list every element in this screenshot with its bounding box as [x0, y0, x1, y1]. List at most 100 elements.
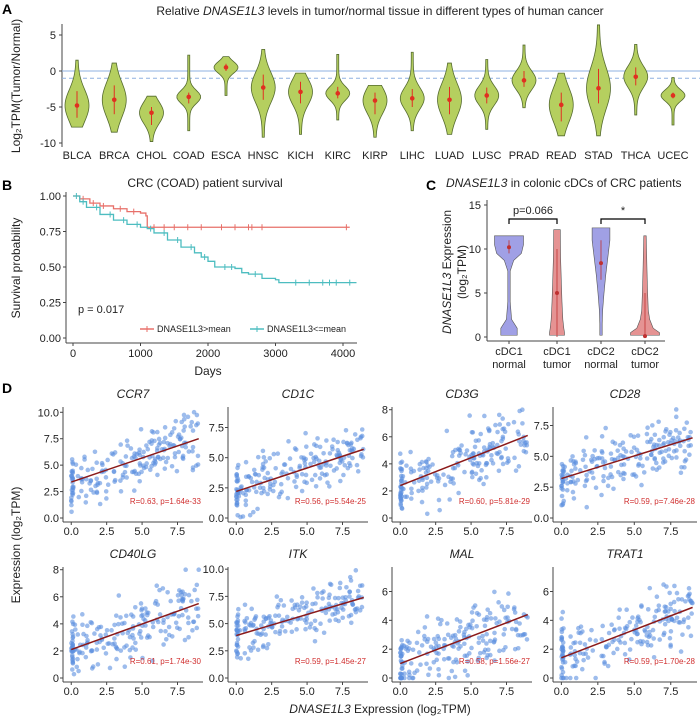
- y-tick-label: 4: [382, 459, 388, 471]
- scatter-point: [617, 626, 622, 631]
- scatter-point: [602, 661, 607, 666]
- scatter-point: [611, 627, 617, 633]
- scatter-point: [94, 460, 100, 466]
- scatter-point: [661, 434, 667, 440]
- scatter-point: [270, 488, 276, 494]
- scatter-point: [277, 628, 283, 634]
- scatter-point: [194, 422, 199, 428]
- scatter-point: [235, 644, 241, 649]
- x-tick-label: 1000: [128, 348, 152, 360]
- scatter-point: [408, 496, 414, 501]
- scatter-point: [69, 629, 75, 634]
- y-tick-label: 2: [382, 644, 388, 656]
- scatter-point: [497, 648, 502, 654]
- scatter-point: [162, 466, 168, 471]
- scatter-point: [310, 601, 315, 607]
- scatter-point: [94, 626, 100, 632]
- scatter-point: [299, 595, 305, 600]
- scatter-point: [435, 633, 441, 639]
- scatter-point: [474, 610, 480, 616]
- median-point: [484, 93, 490, 98]
- scatter-point: [500, 461, 506, 467]
- scatter-point: [398, 675, 404, 681]
- scatter-point: [333, 617, 338, 623]
- scatter-point: [672, 583, 677, 589]
- scatter-point: [122, 664, 128, 669]
- scatter-point: [621, 476, 626, 482]
- scatter-point: [488, 652, 493, 658]
- y-tick-label: 2: [382, 486, 388, 498]
- scatter-point: [104, 627, 110, 633]
- scatter-point: [193, 463, 199, 468]
- scatter-point: [605, 483, 611, 489]
- scatter-point: [640, 639, 646, 644]
- scatter-point: [640, 463, 645, 469]
- regression-line: [561, 437, 693, 480]
- scatter-point: [652, 614, 658, 620]
- x-tick-label: 7.5: [499, 526, 514, 538]
- category-label: PRAD: [509, 150, 540, 162]
- scatter-point: [682, 426, 687, 432]
- scatter-point: [648, 643, 654, 648]
- scatter-point: [83, 654, 89, 660]
- scatter-point: [84, 623, 90, 629]
- scatter-point: [129, 455, 135, 461]
- scatter-point: [604, 644, 609, 650]
- scatter-point: [150, 624, 156, 630]
- scatter-point: [174, 625, 180, 631]
- x-tick-label: 7.5: [663, 686, 678, 698]
- scatter-point: [419, 499, 425, 505]
- scatter-point: [667, 590, 672, 596]
- scatter-point: [274, 594, 280, 599]
- scatter-point: [261, 643, 266, 648]
- scatter-point: [611, 650, 616, 656]
- scatter-point: [140, 655, 145, 661]
- scatter-point: [321, 450, 326, 456]
- scatter-point: [619, 462, 624, 468]
- scatter-point: [194, 412, 200, 418]
- category-label: tumor: [631, 359, 659, 371]
- scatter-point: [315, 590, 320, 596]
- scatter-point: [656, 419, 661, 425]
- scatter-point: [404, 463, 409, 468]
- scatter-point: [584, 504, 590, 510]
- scatter-point: [475, 658, 481, 663]
- scatter-point: [326, 595, 332, 601]
- scatter-point: [249, 606, 255, 612]
- y-tick-label: 6: [382, 432, 388, 444]
- scatter-point: [585, 655, 591, 660]
- scatter-point: [428, 479, 434, 484]
- scatter-point: [399, 498, 404, 503]
- category-label: LIHC: [400, 150, 425, 162]
- scatter-point: [484, 641, 489, 646]
- scatter-point: [487, 427, 492, 433]
- y-tick-label: 0.75: [40, 227, 61, 239]
- scatter-point: [687, 452, 692, 458]
- scatter-point: [573, 675, 579, 681]
- scatter-point: [593, 638, 599, 643]
- scatter-point: [80, 612, 85, 617]
- scatter-point: [107, 665, 113, 671]
- x-tick-label: 0.0: [64, 526, 79, 538]
- subplot-title: CD40LG: [110, 547, 157, 561]
- scatter-point: [280, 469, 285, 475]
- scatter-point: [234, 640, 240, 646]
- scatter-point: [76, 494, 82, 500]
- scatter-point: [425, 463, 431, 468]
- scatter-point: [513, 468, 519, 473]
- scatter-point: [442, 482, 448, 488]
- scatter-point: [436, 643, 441, 649]
- correlation-stat: R=0.61, p=1.74e-30: [130, 657, 202, 666]
- scatter-point: [419, 643, 425, 648]
- scatter-point: [492, 630, 497, 636]
- scatter-point: [622, 640, 628, 646]
- y-tick-label: 6: [543, 587, 549, 599]
- scatter-point: [304, 600, 309, 606]
- scatter-point: [243, 502, 249, 508]
- scatter-point: [308, 461, 313, 467]
- scatter-point: [103, 651, 109, 656]
- x-tick-label: 2.5: [428, 526, 443, 538]
- scatter-point: [83, 645, 89, 650]
- scatter-point: [484, 460, 489, 466]
- scatter-point: [432, 472, 438, 477]
